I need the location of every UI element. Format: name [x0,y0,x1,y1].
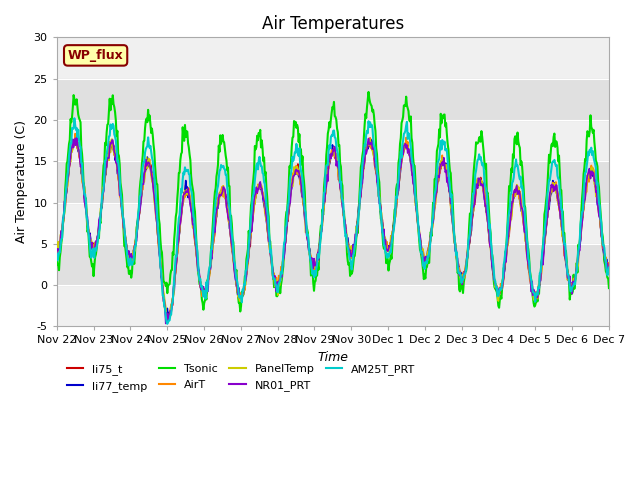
Title: Air Temperatures: Air Temperatures [262,15,404,33]
Legend: li75_t, li77_temp, Tsonic, AirT, PanelTemp, NR01_PRT, AM25T_PRT: li75_t, li77_temp, Tsonic, AirT, PanelTe… [62,360,420,396]
Bar [57,244,609,285]
Y-axis label: Air Temperature (C): Air Temperature (C) [15,120,28,243]
Bar [57,161,609,203]
Bar [57,79,609,120]
Text: WP_flux: WP_flux [68,49,124,62]
X-axis label: Time: Time [317,351,348,364]
